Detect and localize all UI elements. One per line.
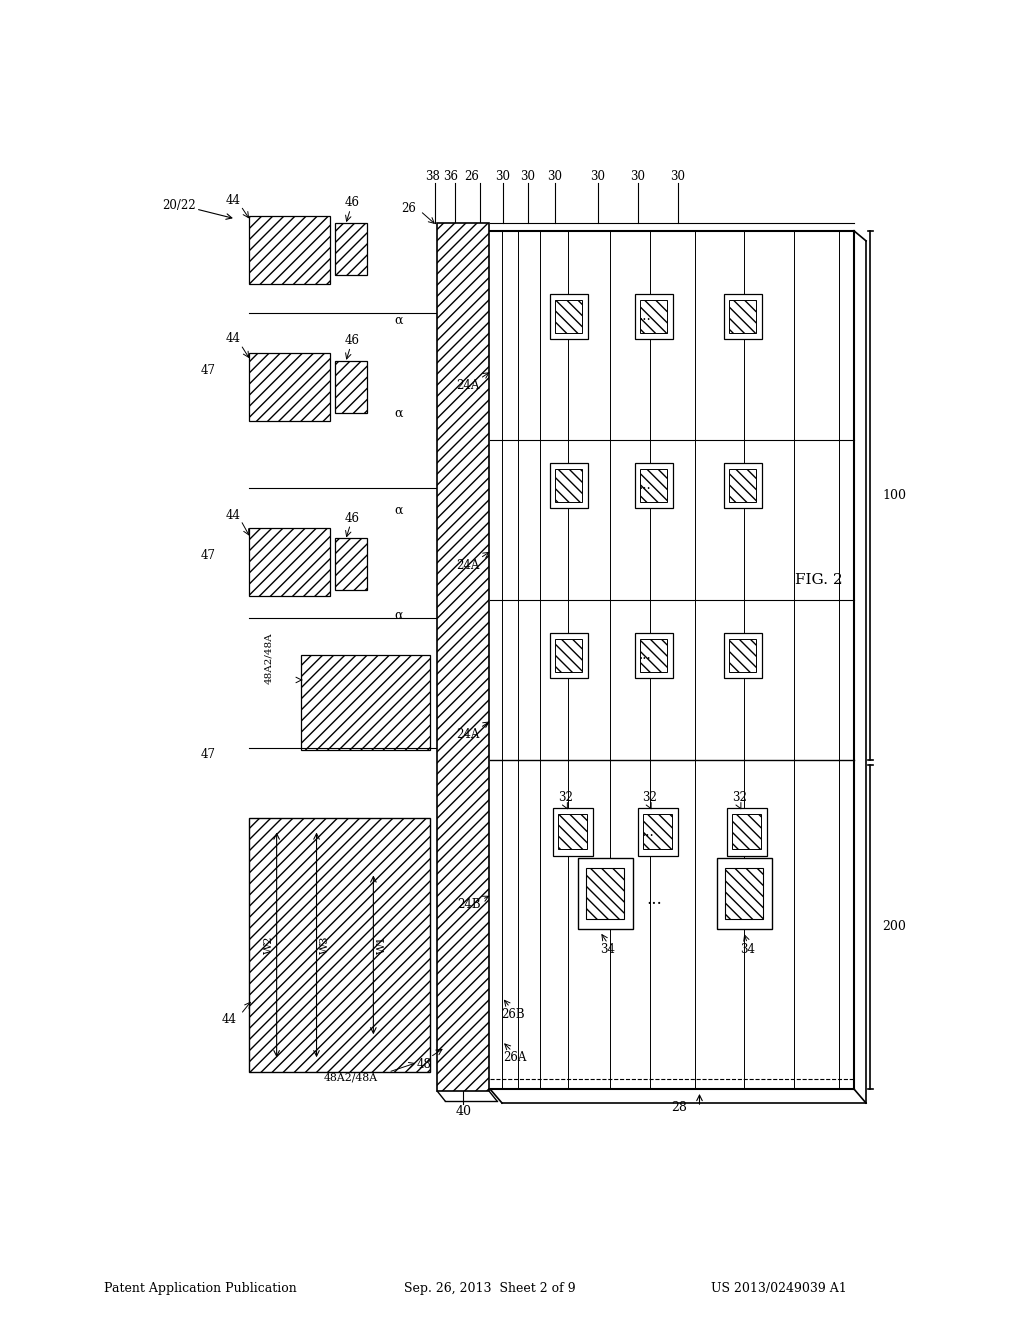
Text: 32: 32 (732, 791, 746, 804)
Bar (555, 300, 582, 333)
Bar (437, 223, 489, 1092)
Bar (729, 300, 757, 333)
Bar (635, 294, 673, 339)
Text: α: α (394, 314, 402, 327)
Text: ...: ... (638, 648, 651, 663)
Bar (336, 223, 368, 275)
Text: Sep. 26, 2013  Sheet 2 of 9: Sep. 26, 2013 Sheet 2 of 9 (404, 1282, 575, 1295)
Bar (550, 463, 588, 508)
Text: α: α (394, 504, 402, 517)
Text: 30: 30 (496, 169, 511, 182)
Bar (553, 808, 593, 855)
Text: α: α (394, 609, 402, 622)
Bar (724, 294, 762, 339)
Bar (249, 352, 331, 421)
Bar (635, 634, 673, 678)
Bar (718, 858, 772, 929)
Text: ...: ... (647, 891, 663, 908)
Text: W1: W1 (378, 935, 387, 953)
Text: 200: 200 (882, 920, 906, 933)
Text: 46: 46 (345, 197, 359, 210)
Bar (249, 528, 331, 597)
Text: 20/22: 20/22 (162, 199, 196, 213)
Text: 34: 34 (600, 942, 615, 956)
Bar (729, 470, 757, 503)
Text: 47: 47 (201, 748, 215, 762)
Text: 100: 100 (882, 488, 906, 502)
Text: FIG. 2: FIG. 2 (796, 573, 843, 587)
Text: 48A2/48A: 48A2/48A (264, 632, 273, 684)
Text: ...: ... (641, 825, 654, 838)
Bar (635, 463, 673, 508)
Bar (724, 634, 762, 678)
Text: 24A: 24A (456, 379, 479, 392)
Text: 46: 46 (345, 334, 359, 347)
Bar (301, 655, 430, 750)
Bar (640, 470, 667, 503)
Text: 32: 32 (642, 791, 657, 804)
Text: 47: 47 (201, 549, 215, 562)
Text: 40: 40 (455, 1105, 471, 1118)
Bar (729, 639, 757, 672)
Text: W2: W2 (263, 935, 273, 953)
Text: 44: 44 (221, 1012, 237, 1026)
Text: 30: 30 (630, 169, 645, 182)
Text: 44: 44 (225, 194, 241, 207)
Bar (732, 813, 761, 849)
Bar (724, 463, 762, 508)
Bar (643, 813, 672, 849)
Text: 28: 28 (672, 1101, 687, 1114)
Bar (249, 817, 430, 1072)
Text: 36: 36 (442, 169, 458, 182)
Text: 30: 30 (590, 169, 605, 182)
Text: 44: 44 (225, 333, 241, 345)
Bar (249, 216, 331, 284)
Text: 46: 46 (345, 512, 359, 525)
Text: W3: W3 (319, 935, 330, 953)
Text: ...: ... (638, 309, 651, 322)
Text: 44: 44 (225, 508, 241, 521)
Text: α: α (394, 407, 402, 420)
Bar (640, 639, 667, 672)
Text: 24B: 24B (458, 898, 481, 911)
Text: 48A2/48A: 48A2/48A (324, 1072, 378, 1082)
Bar (586, 867, 624, 920)
Text: 34: 34 (740, 942, 755, 956)
Text: 30: 30 (670, 169, 685, 182)
Bar (336, 539, 368, 590)
Bar (550, 634, 588, 678)
Text: 26B: 26B (501, 1007, 525, 1020)
Text: 30: 30 (548, 169, 562, 182)
Text: 48: 48 (417, 1057, 432, 1071)
Text: 38: 38 (425, 169, 439, 182)
Bar (558, 813, 587, 849)
Text: 30: 30 (520, 169, 536, 182)
Text: 26: 26 (465, 169, 479, 182)
Text: 32: 32 (558, 791, 573, 804)
Bar (640, 300, 667, 333)
Bar (725, 867, 763, 920)
Bar (638, 808, 678, 855)
Text: 24A: 24A (456, 558, 479, 572)
Text: US 2013/0249039 A1: US 2013/0249039 A1 (712, 1282, 847, 1295)
Bar (550, 294, 588, 339)
Text: ...: ... (638, 478, 651, 492)
Text: Patent Application Publication: Patent Application Publication (104, 1282, 297, 1295)
Text: 26A: 26A (504, 1051, 526, 1064)
Text: 24A: 24A (456, 729, 479, 742)
Text: 47: 47 (201, 364, 215, 378)
Bar (555, 639, 582, 672)
Bar (727, 808, 767, 855)
Bar (578, 858, 633, 929)
Bar (555, 470, 582, 503)
Bar (336, 360, 368, 413)
Text: 26: 26 (400, 202, 416, 215)
